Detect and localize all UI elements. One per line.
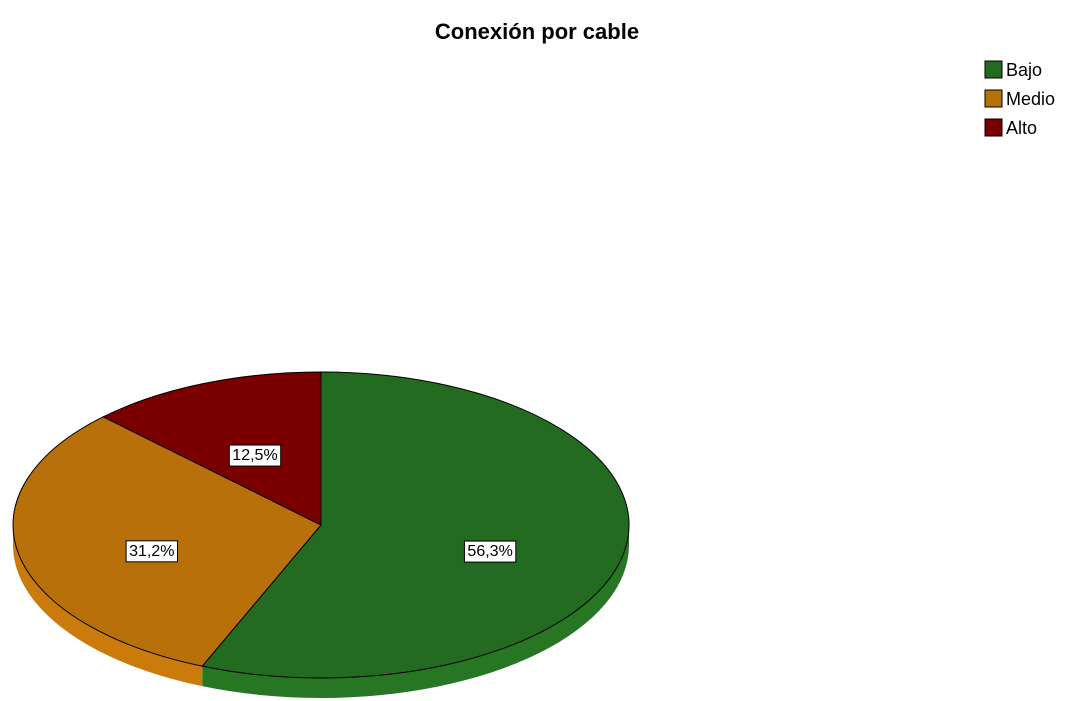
legend-label: Alto: [1006, 118, 1037, 138]
data-label: 56,3%: [463, 540, 517, 563]
legend-label: Bajo: [1006, 60, 1042, 80]
pie-slice-side: [202, 525, 630, 698]
data-label-box: [228, 444, 282, 467]
pie-slice: [201, 371, 630, 679]
data-label-text: 31,2%: [129, 543, 174, 560]
data-label-box: [125, 540, 178, 563]
legend-label: Medio: [1006, 89, 1055, 109]
legend-swatch: [984, 118, 1003, 137]
legend-swatch: [984, 60, 1003, 79]
data-label-text: 56,3%: [467, 543, 512, 560]
pie-slice: [102, 371, 322, 526]
data-label-box: [463, 540, 517, 563]
pie-slice-side: [13, 525, 203, 687]
data-label: 12,5%: [228, 444, 282, 467]
chart-title: Conexión por cable: [435, 19, 639, 44]
legend-swatch: [984, 89, 1003, 108]
data-label: 31,2%: [125, 540, 178, 563]
data-label-text: 12,5%: [232, 447, 277, 464]
